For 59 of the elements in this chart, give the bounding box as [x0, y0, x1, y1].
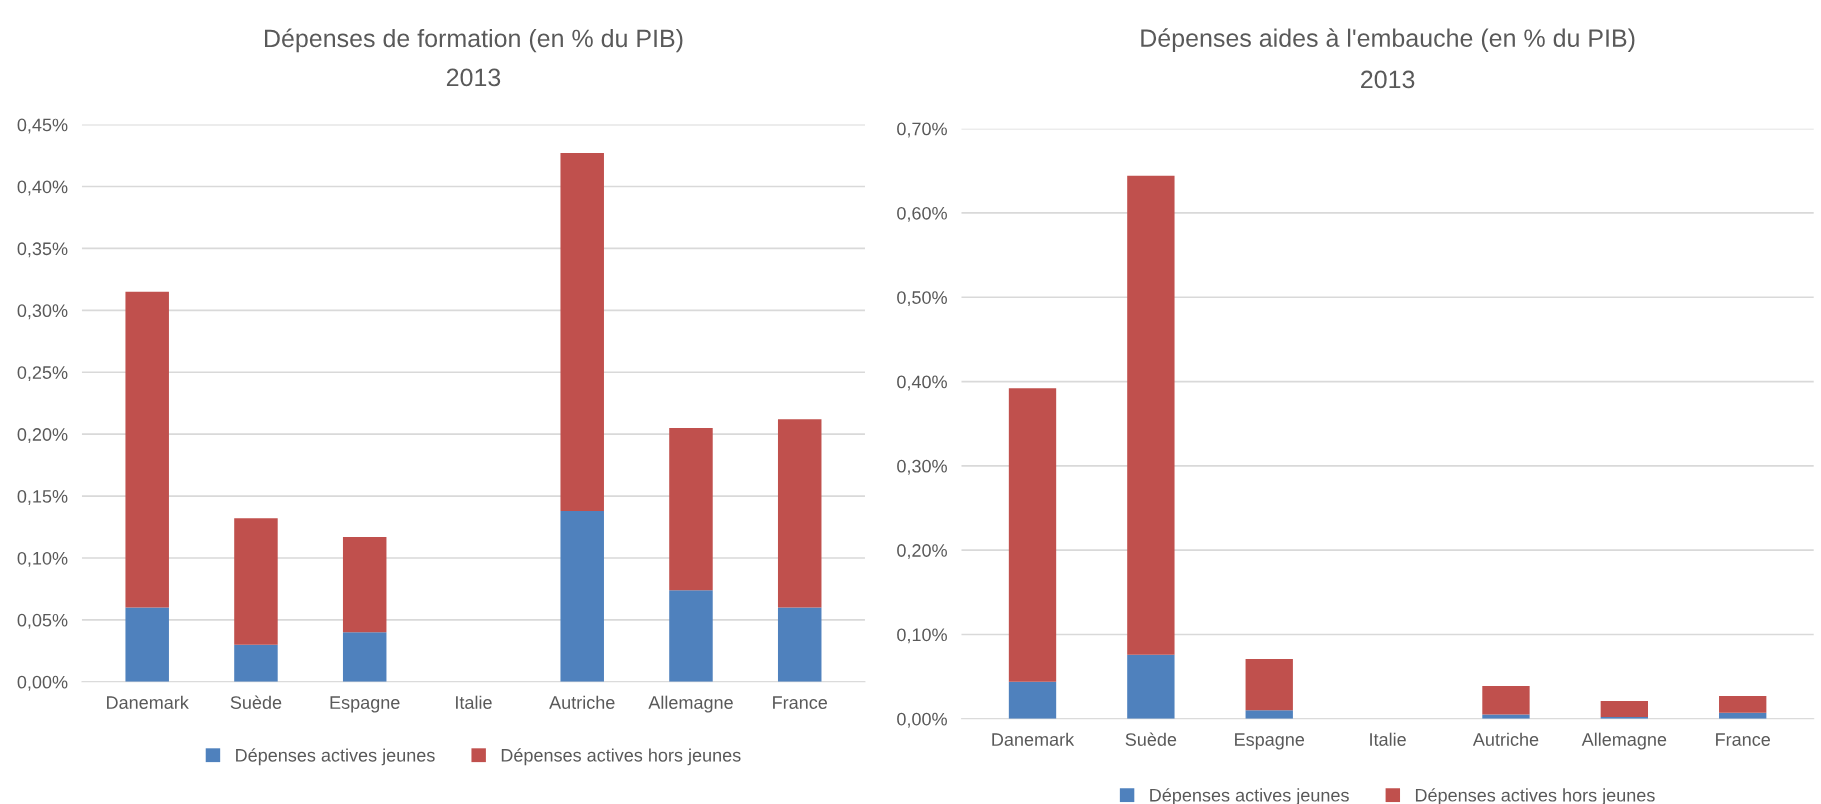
bar	[1245, 658, 1293, 711]
x-tick-label: Allemagne	[1581, 732, 1667, 750]
y-tick-label: 0,40%	[17, 180, 68, 196]
y-tick-label: 0,40%	[897, 375, 947, 391]
bar	[560, 510, 604, 682]
bar	[125, 607, 169, 682]
y-tick-label: 0,05%	[17, 613, 68, 629]
chart-subtitle: 2013	[446, 68, 501, 87]
x-tick-label: Danemark	[992, 732, 1075, 746]
x-tick-label: Autriche	[1472, 732, 1539, 746]
y-tick-label: 0,30%	[17, 304, 68, 320]
x-tick-label: France	[1716, 733, 1770, 746]
y-tick-label: 0,35%	[17, 242, 68, 258]
bar	[1245, 710, 1293, 719]
bar	[669, 427, 713, 591]
legend-label: Dépenses actives jeunes	[236, 748, 435, 766]
y-tick-label: 0,00%	[897, 712, 947, 728]
bar	[1008, 681, 1057, 719]
y-tick-label: 0,70%	[897, 122, 947, 138]
x-tick-label: Autriche	[549, 695, 615, 709]
x-tick-label: Italie	[1370, 732, 1406, 746]
y-tick-label: 0,15%	[17, 490, 68, 505]
bar	[234, 518, 278, 645]
x-tick-label: Espagne	[330, 696, 400, 713]
x-tick-label: Suède	[230, 695, 282, 709]
y-tick-label: 0,20%	[17, 428, 68, 444]
y-tick-label: 0,00%	[17, 675, 68, 691]
bar	[1008, 388, 1057, 682]
chart-subtitle: 2013	[1361, 70, 1415, 89]
bar	[777, 419, 822, 608]
bar	[1719, 696, 1767, 713]
y-tick-label: 0,20%	[897, 544, 947, 560]
y-tick-label: 0,50%	[897, 291, 947, 307]
bar	[560, 153, 604, 511]
legend-label: Dépenses actives hors jeunes	[501, 748, 741, 766]
x-tick-label: Danemark	[107, 695, 189, 709]
y-tick-label: 0,10%	[897, 628, 947, 644]
y-tick-label: 0,45%	[17, 118, 68, 134]
chart-title: Dépenses de formation (en % du PIB)	[265, 28, 683, 53]
bar	[234, 644, 278, 682]
bar	[669, 590, 713, 682]
y-tick-label: 0,25%	[17, 366, 68, 382]
bar	[777, 607, 822, 682]
bar	[1600, 701, 1648, 718]
bar	[1482, 685, 1530, 715]
bar	[1127, 654, 1175, 719]
x-tick-label: Suède	[1125, 732, 1177, 746]
x-tick-label: Espagne	[1235, 733, 1305, 750]
bar	[342, 536, 387, 633]
chart-title: Dépenses aides à l'embauche (en % du PIB)	[1141, 28, 1635, 52]
bar	[125, 291, 169, 608]
x-tick-label: France	[773, 696, 828, 709]
x-tick-label: Italie	[456, 695, 492, 709]
bar	[342, 632, 387, 682]
y-tick-label: 0,10%	[17, 551, 68, 567]
x-tick-label: Allemagne	[648, 695, 733, 713]
bar	[1127, 175, 1175, 655]
y-tick-label: 0,30%	[897, 459, 947, 475]
y-tick-label: 0,60%	[897, 206, 947, 222]
